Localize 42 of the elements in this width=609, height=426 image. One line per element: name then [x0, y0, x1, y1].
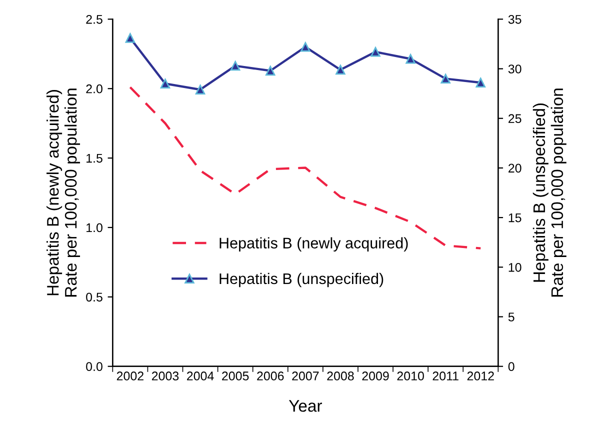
x-tick-label: 2004 — [187, 372, 214, 380]
legend-label: Hepatitis B (newly acquired) — [220, 237, 408, 252]
x-tick-label: 2005 — [222, 372, 249, 380]
x-tick-label: 2006 — [257, 372, 284, 380]
point — [230, 60, 240, 71]
y2-tick-label: 30 — [508, 64, 522, 74]
x-tick-label: 2003 — [152, 372, 179, 380]
x-tick-label: 2012 — [467, 372, 494, 380]
x-tick-label: 2008 — [327, 372, 354, 380]
point — [370, 47, 380, 57]
y2-tick-label: 0 — [508, 362, 514, 372]
legend-label: Hepatitis B (unspecified) — [220, 272, 384, 288]
y2-axis-title: Hepatitis B (unspecified) Rate per 100,000 population — [532, 88, 566, 297]
point — [160, 78, 170, 89]
x-tick-label: 2009 — [362, 372, 389, 380]
y2-tick-label: 35 — [508, 14, 522, 24]
y-tick-label: 2.5 — [86, 14, 102, 24]
point — [125, 33, 136, 43]
x-tick-label: 2002 — [116, 372, 144, 380]
x-axis-title: Year — [288, 400, 322, 412]
y2-tick-label: 25 — [508, 114, 522, 124]
y2-tick-label: 15 — [508, 213, 522, 222]
x-tick-label: 2010 — [397, 372, 424, 380]
y-tick-label: 2.0 — [86, 84, 102, 94]
y-tick-label: 0.0 — [86, 362, 102, 372]
point — [440, 74, 450, 84]
y-tick-label: 1.0 — [86, 223, 102, 232]
point — [476, 78, 486, 88]
point — [406, 54, 416, 64]
line-series — [129, 86, 482, 250]
y2-tick-label: 5 — [508, 312, 514, 322]
y2-tick-label: 20 — [508, 164, 522, 173]
x-tick-label: 2007 — [292, 372, 319, 380]
x-tick-label: 2011 — [432, 372, 458, 380]
y-axis-title: Hepatitis B (newly acquired) Rate per 100,000 population — [46, 88, 80, 297]
point — [300, 42, 310, 52]
point — [266, 66, 276, 76]
point — [336, 64, 346, 75]
y-tick-label: 1.5 — [86, 154, 102, 163]
y2-tick-label: 10 — [508, 262, 522, 272]
y-tick-label: 0.5 — [86, 292, 102, 302]
point — [195, 84, 206, 94]
